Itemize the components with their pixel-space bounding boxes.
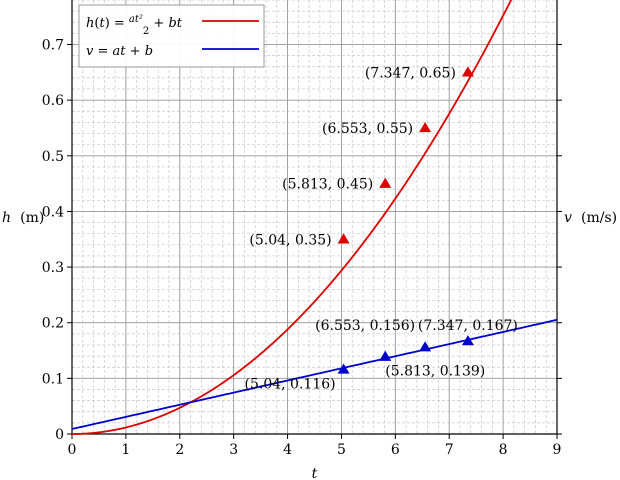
x-tick-label: 2 xyxy=(175,442,184,458)
velocity-line xyxy=(71,318,558,430)
data-label: (6.553, 0.55) xyxy=(322,121,413,137)
x-tick-label: 1 xyxy=(121,442,130,458)
y-axis-left-label: h (m) xyxy=(2,207,44,226)
legend-box xyxy=(78,4,265,68)
axis-titles: t h (m) v (m/s) xyxy=(2,207,617,480)
legend-entry-height: h(t) = at²2 + bt xyxy=(86,14,259,37)
data-label: (5.813, 0.45) xyxy=(282,177,373,193)
x-tick-label: 6 xyxy=(391,442,400,458)
data-label: (5.04, 0.35) xyxy=(249,232,331,248)
y-tick-label: 0.6 xyxy=(42,93,64,109)
x-tick-label: 8 xyxy=(499,442,508,458)
x-tick-label: 3 xyxy=(229,442,238,458)
y-axis-left-symbol: h xyxy=(2,210,11,226)
legend-label-velocity: v = at + b xyxy=(86,44,153,59)
data-label: (5.04, 0.116) xyxy=(245,376,336,392)
y-tick-label: 0.4 xyxy=(42,204,64,220)
y-tick-label: 0.1 xyxy=(42,371,64,387)
legend: h(t) = at²2 + bt v = at + b xyxy=(78,4,265,68)
x-axis-label: t xyxy=(312,466,318,480)
height-point-marker xyxy=(461,66,474,77)
y-axis-right-symbol: v xyxy=(564,210,572,226)
x-tick-label: 9 xyxy=(553,442,562,458)
legend-label-height: h(t) = at²2 + bt xyxy=(86,14,183,37)
data-label: (5.813, 0.139) xyxy=(385,364,485,380)
legend-entry-velocity: v = at + b xyxy=(86,44,259,59)
y-tick-label: 0.7 xyxy=(42,38,64,54)
height-point-marker xyxy=(337,233,350,244)
height-point-marker xyxy=(379,177,392,188)
data-points xyxy=(337,66,474,374)
tick-labels: 0 1 2 3 4 5 6 7 8 9 0 0.1 0.2 0.3 0.4 0.5 0.6 0.7 xyxy=(42,38,562,458)
height-point-marker xyxy=(419,121,432,133)
data-label: (7.347, 0.65) xyxy=(365,65,456,81)
data-label: (7.347, 0.167) xyxy=(418,318,518,334)
velocity-point-marker xyxy=(419,341,432,352)
axes xyxy=(71,0,558,435)
series-lines xyxy=(71,0,558,435)
velocity-point-marker xyxy=(337,363,350,374)
y-tick-label: 0 xyxy=(55,427,64,443)
y-axis-right-label: v (m/s) xyxy=(564,207,617,226)
x-tick-label: 0 xyxy=(68,442,77,458)
y-tick-label: 0.5 xyxy=(42,149,64,165)
data-labels: (5.04, 0.35) (5.813, 0.45) (6.553, 0.55) (7… xyxy=(245,65,518,392)
x-tick-label: 7 xyxy=(445,442,454,458)
y-axis-right-unit: (m/s) xyxy=(581,210,617,226)
height-curve xyxy=(71,0,513,435)
x-tick-label: 4 xyxy=(283,442,292,458)
x-tick-label: 5 xyxy=(337,442,346,458)
tick-marks xyxy=(67,44,562,439)
data-label: (6.553, 0.156) xyxy=(315,318,415,334)
y-tick-label: 0.2 xyxy=(42,316,64,332)
y-tick-label: 0.3 xyxy=(42,260,64,276)
velocity-point-marker xyxy=(461,335,474,346)
y-axis-left-unit: (m) xyxy=(20,210,44,226)
velocity-point-marker xyxy=(379,350,392,361)
